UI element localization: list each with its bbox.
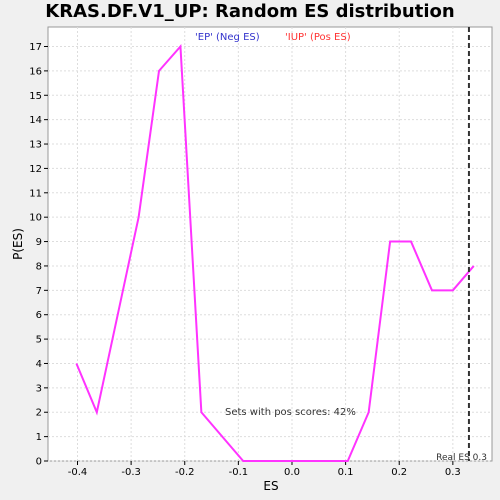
x-axis-title: ES <box>263 479 278 493</box>
plot-area <box>47 26 493 462</box>
x-tick-label: 0.3 <box>445 467 461 478</box>
x-tick-label: 0.1 <box>338 467 354 478</box>
y-tick-label: 1 <box>36 432 42 443</box>
x-tick-label: -0.1 <box>229 467 249 478</box>
y-tick-label: 14 <box>29 115 42 126</box>
y-tick-label: 6 <box>36 310 42 321</box>
grid-lines <box>48 27 492 462</box>
legend-neg-es: 'EP' (Neg ES) <box>195 32 260 43</box>
y-tick-label: 15 <box>29 91 42 102</box>
chart-title: KRAS.DF.V1_UP: Random ES distribution <box>45 1 455 22</box>
y-tick-label: 7 <box>36 286 42 297</box>
y-tick-label: 8 <box>36 261 42 272</box>
es-distribution-series-line <box>75 44 475 462</box>
y-tick-label: 12 <box>29 164 42 175</box>
real-es-label: Real ES 0.3 <box>436 453 487 463</box>
x-tick-label: -0.2 <box>175 467 195 478</box>
y-tick-label: 9 <box>36 237 42 248</box>
y-tick-label: 13 <box>29 140 42 151</box>
x-axis: -0.4 -0.3 -0.2 -0.1 0.0 0.1 0.2 0.3 <box>68 461 461 478</box>
legend-pos-es: 'IUP' (Pos ES) <box>285 32 351 43</box>
x-tick-label: -0.3 <box>121 467 141 478</box>
y-tick-label: 3 <box>36 383 42 394</box>
y-tick-label: 4 <box>36 359 42 370</box>
y-tick-label: 0 <box>36 457 42 468</box>
y-tick-label: 17 <box>29 42 42 53</box>
y-tick-label: 16 <box>29 66 42 77</box>
x-tick-label: -0.4 <box>68 467 88 478</box>
pos-scores-annotation: Sets with pos scores: 42% <box>225 407 356 418</box>
x-tick-label: 0.0 <box>284 467 300 478</box>
y-tick-label: 2 <box>36 408 42 419</box>
series-layer <box>75 44 475 462</box>
y-tick-label: 11 <box>29 188 42 199</box>
x-tick-label: 0.2 <box>391 467 407 478</box>
y-axis-title: P(ES) <box>11 228 25 260</box>
y-tick-label: 5 <box>36 335 42 346</box>
y-tick-label: 10 <box>29 213 42 224</box>
